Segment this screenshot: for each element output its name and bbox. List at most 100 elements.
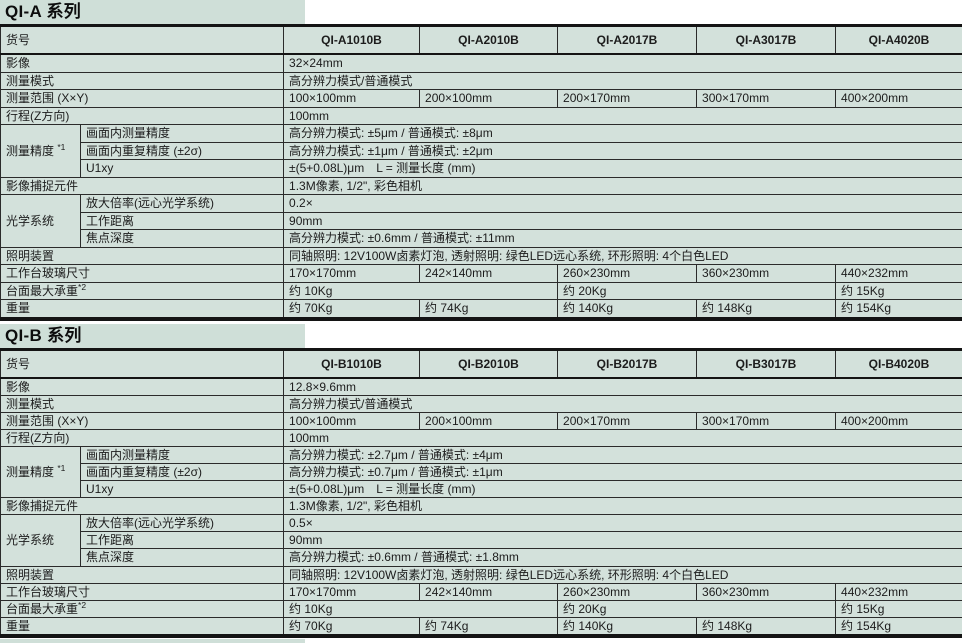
model-header: QI-B4020B	[835, 348, 962, 379]
model-header: QI-A4020B	[835, 25, 962, 55]
spec-value: 高分辨力模式: ±1μm / 普通模式: ±2μm	[283, 141, 962, 160]
spec-row-load: 台面最大承重*2 约 10Kg 约 20Kg 约 15Kg	[0, 599, 962, 618]
spec-row-illumination: 照明装置 同轴照明: 12V100W卤素灯泡, 透射照明: 绿色LED远心系统,…	[0, 565, 962, 584]
section-title-qia: QI-A 系列	[5, 2, 82, 21]
spec-value: 约 10Kg	[283, 599, 559, 618]
spec-value: 约 140Kg	[557, 299, 698, 319]
row-sublabel: 工作距离	[79, 211, 285, 230]
model-header: QI-A3017B	[696, 25, 837, 55]
spec-value: 高分辨力模式/普通模式	[283, 71, 962, 90]
spec-row-mode: 测量模式 高分辨力模式/普通模式	[0, 394, 962, 413]
row-sublabel: 焦点深度	[79, 229, 285, 248]
footnote-marker: *1	[57, 141, 66, 152]
spec-value: 300×170mm	[696, 89, 837, 108]
row-label: 台面最大承重*2	[0, 599, 285, 618]
spec-table-qib: 货号 QI-B1010B QI-B2010B QI-B2017B QI-B301…	[0, 347, 962, 638]
spec-value: 高分辨力模式: ±0.6mm / 普通模式: ±11mm	[283, 229, 962, 248]
spec-value: 440×232mm	[835, 264, 962, 283]
row-label: 工作台玻璃尺寸	[0, 264, 285, 283]
spec-value: 100×100mm	[283, 411, 421, 430]
spec-row-optical-3: 焦点深度 高分辨力模式: ±0.6mm / 普通模式: ±1.8mm	[1, 548, 962, 567]
spec-row-load: 台面最大承重*2 约 10Kg 约 20Kg 约 15Kg	[0, 281, 962, 300]
spec-row-range: 测量范围 (X×Y) 100×100mm 200×100mm 200×170mm…	[0, 89, 962, 108]
spec-value: 约 15Kg	[835, 599, 962, 618]
spec-value: 同轴照明: 12V100W卤素灯泡, 透射照明: 绿色LED远心系统, 环形照明…	[283, 246, 962, 265]
footnote-marker: *2	[78, 600, 87, 610]
row-label: 影像	[0, 53, 285, 73]
spec-value: 约 74Kg	[419, 616, 559, 637]
spec-value: 400×200mm	[835, 411, 962, 430]
column-header-part-no: 货号	[0, 25, 285, 55]
row-sublabel: 放大倍率(远心光学系统)	[79, 514, 285, 533]
spec-row-image: 影像 32×24mm	[0, 53, 962, 73]
spec-row-weight: 重量 约 70Kg 约 74Kg 约 140Kg 约 148Kg 约 154Kg	[0, 299, 962, 319]
spec-value: 约 10Kg	[283, 281, 559, 300]
row-label: 行程(Z方向)	[0, 428, 285, 447]
row-label: 工作台玻璃尺寸	[0, 582, 285, 601]
group-label-accuracy: 测量精度 *1	[0, 445, 81, 499]
section-qia: QI-A 系列 货号 QI-A1010B QI-A2010B QI-A2017B…	[0, 0, 962, 321]
spec-value: 12.8×9.6mm	[283, 377, 962, 396]
row-label: 测量模式	[0, 394, 285, 413]
spec-value: 200×100mm	[419, 411, 559, 430]
row-sublabel: U1xy	[79, 480, 285, 499]
spec-value: 0.5×	[283, 514, 962, 533]
spec-value: 200×170mm	[557, 89, 698, 108]
spec-value: 0.2×	[283, 194, 962, 213]
spec-value: 260×230mm	[557, 264, 698, 283]
spec-value: 约 140Kg	[557, 616, 698, 637]
spec-value: 约 70Kg	[283, 616, 421, 637]
row-sublabel: 放大倍率(远心光学系统)	[79, 194, 285, 213]
spec-row-accuracy-2: 画面内重复精度 (±2σ) 高分辨力模式: ±1μm / 普通模式: ±2μm	[1, 141, 962, 160]
spec-row-range: 测量范围 (X×Y) 100×100mm 200×100mm 200×170mm…	[0, 411, 962, 430]
model-header: QI-A2017B	[557, 25, 698, 55]
spec-row-accuracy-2: 画面内重复精度 (±2σ) 高分辨力模式: ±0.7μm / 普通模式: ±1μ…	[1, 462, 962, 482]
row-sublabel: 画面内测量精度	[79, 124, 285, 143]
row-label: 重量	[0, 299, 285, 319]
spec-value: 高分辨力模式: ±0.7μm / 普通模式: ±1μm	[283, 462, 962, 482]
spec-value: 360×230mm	[696, 264, 837, 283]
row-sublabel: 画面内重复精度 (±2σ)	[79, 141, 285, 160]
spec-row-accuracy-1: 测量精度 *1 画面内测量精度 高分辨力模式: ±5μm / 普通模式: ±8μ…	[0, 124, 962, 178]
spec-value: 同轴照明: 12V100W卤素灯泡, 透射照明: 绿色LED远心系统, 环形照明…	[283, 565, 962, 584]
spec-value: 约 15Kg	[835, 281, 962, 300]
column-header-part-no: 货号	[0, 348, 285, 379]
spec-value: 200×170mm	[557, 411, 698, 430]
row-sublabel: U1xy	[79, 159, 285, 178]
spec-value: 260×230mm	[557, 582, 698, 601]
row-label: 重量	[0, 616, 285, 637]
spec-row-optical-2: 工作距离 90mm	[1, 211, 962, 230]
row-label: 台面最大承重*2	[0, 281, 285, 300]
table-header-row: 货号 QI-A1010B QI-A2010B QI-A2017B QI-A301…	[0, 25, 962, 55]
group-label-optical: 光学系统	[0, 194, 81, 248]
spec-value: 440×232mm	[835, 582, 962, 601]
spec-value: 100mm	[283, 106, 962, 125]
spec-value: 100mm	[283, 428, 962, 447]
row-label: 影像捕捉元件	[0, 176, 285, 195]
spec-value: 约 70Kg	[283, 299, 421, 319]
spec-row-optical-1: 光学系统 放大倍率(远心光学系统) 0.2×	[0, 194, 962, 248]
row-sublabel: 画面内测量精度	[79, 445, 285, 464]
row-sublabel: 画面内重复精度 (±2σ)	[79, 462, 285, 482]
row-sublabel: 焦点深度	[79, 548, 285, 567]
spec-row-optical-3: 焦点深度 高分辨力模式: ±0.6mm / 普通模式: ±11mm	[1, 229, 962, 248]
spec-value: 约 148Kg	[696, 299, 837, 319]
spec-row-stroke: 行程(Z方向) 100mm	[0, 106, 962, 125]
model-header: QI-B1010B	[283, 348, 421, 379]
footnote-marker: *2	[78, 282, 87, 292]
spec-row-optical-2: 工作距离 90mm	[1, 531, 962, 550]
spec-value: 约 20Kg	[557, 281, 837, 300]
spec-row-stroke: 行程(Z方向) 100mm	[0, 428, 962, 447]
spec-value: 100×100mm	[283, 89, 421, 108]
section-title-qib: QI-B 系列	[5, 325, 82, 345]
spec-value: 1.3M像素, 1/2", 彩色相机	[283, 497, 962, 516]
spec-row-image: 影像 12.8×9.6mm	[0, 377, 962, 396]
spec-value: 400×200mm	[835, 89, 962, 108]
spec-value: 约 154Kg	[835, 299, 962, 319]
row-label: 测量范围 (X×Y)	[0, 89, 285, 108]
group-label-optical: 光学系统	[0, 514, 81, 567]
spec-value: 90mm	[283, 531, 962, 550]
spec-value: 高分辨力模式: ±0.6mm / 普通模式: ±1.8mm	[283, 548, 962, 567]
spec-value: ±(5+0.08L)μm L = 测量长度 (mm)	[283, 159, 962, 178]
spec-value: 高分辨力模式: ±2.7μm / 普通模式: ±4μm	[283, 445, 962, 464]
